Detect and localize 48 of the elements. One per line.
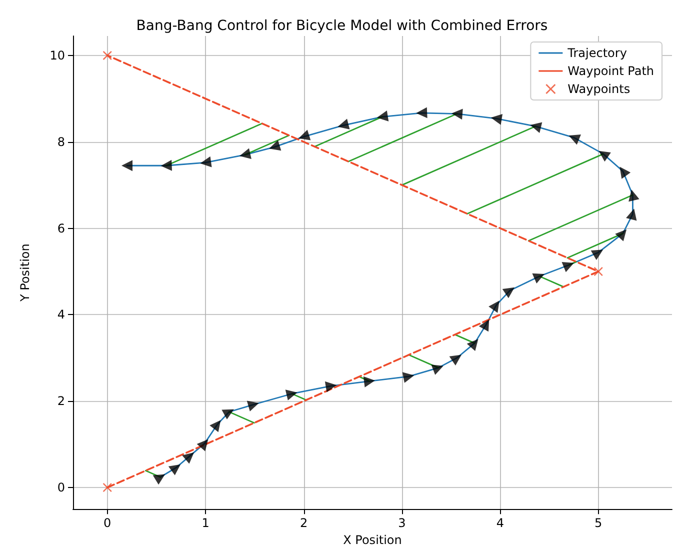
point [285,390,298,400]
point [160,160,172,171]
point [200,156,212,168]
point [431,364,444,375]
point [168,464,181,476]
legend-label: Waypoint Path [568,64,654,78]
point [363,376,376,388]
point [615,229,627,242]
y-tick-label: 10 [50,48,65,62]
point [451,108,463,120]
point [626,208,637,221]
chart-title: Bang-Bang Control for Bicycle Model with Combined Errors [136,18,548,34]
point [449,354,462,366]
y-tick-label: 8 [57,134,65,149]
point [102,50,112,60]
point [122,160,133,172]
point [478,319,490,332]
x-tick-label: 5 [594,516,602,530]
point [416,107,428,118]
x-axis-title: X Position [343,533,402,547]
point [466,339,478,351]
point [562,262,574,272]
x-tick-label: 2 [300,516,308,530]
point [196,439,208,452]
point [488,300,500,313]
legend-label: Waypoints [568,82,630,96]
point [532,273,544,284]
x-tick-label: 1 [202,516,210,530]
x-tick-label: 3 [398,516,406,530]
point [182,452,194,464]
point [502,287,515,298]
point [402,372,414,383]
point [246,400,259,412]
point [594,266,603,276]
point [210,420,221,432]
legend-label: Trajectory [566,46,627,60]
y-tick-label: 2 [57,394,65,408]
y-axis-title: Y Position [18,244,32,302]
point [590,250,604,260]
x-tick-label: 4 [496,516,504,530]
point [222,409,234,420]
x-tick-label: 0 [104,516,112,530]
y-tick-label: 4 [57,308,65,322]
y-tick-label: 6 [57,221,65,236]
point [376,110,389,122]
point [324,381,337,392]
point [152,474,166,485]
y-tick-label: 0 [57,480,65,494]
